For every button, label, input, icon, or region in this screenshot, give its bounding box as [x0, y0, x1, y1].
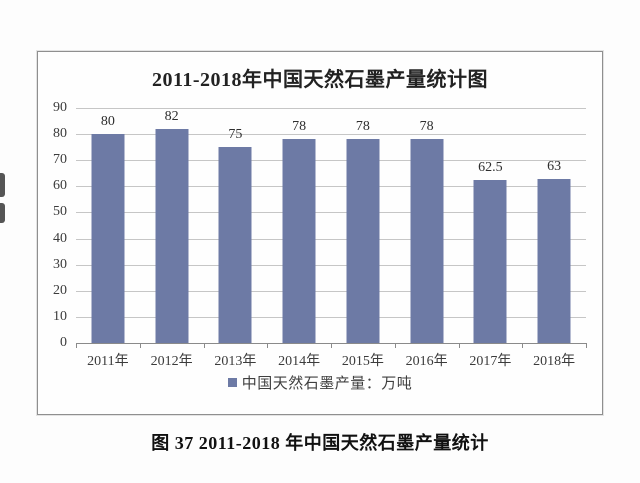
x-axis-tick	[267, 343, 269, 348]
y-axis-tick-label: 20	[53, 282, 67, 298]
bar-column-2013年: 75 2013年	[204, 108, 268, 369]
gridline-60	[76, 186, 586, 188]
bar-column-2015年: 78 2015年	[331, 108, 395, 369]
x-axis-category-label: 2014年	[278, 354, 321, 369]
x-axis-tick	[522, 343, 524, 348]
y-axis-tick-label: 10	[53, 308, 67, 324]
legend-label: 中国天然石墨产量：万吨	[241, 376, 413, 392]
x-axis-tick	[203, 343, 205, 348]
chart-legend: 中国天然石墨产量：万吨	[38, 372, 602, 393]
x-axis-tick	[139, 343, 141, 348]
y-axis-tick-label: 90	[53, 100, 67, 115]
gridline-10	[76, 316, 586, 318]
gridline-50	[76, 212, 586, 214]
gridline-90	[76, 108, 586, 109]
bar-column-2011年: 80 2011年	[76, 108, 140, 369]
x-axis-category-label: 2018年	[533, 354, 576, 369]
y-axis-tick-label: 50	[53, 204, 67, 220]
x-axis-tick	[331, 343, 332, 348]
x-axis-category-label: 2015年	[341, 354, 384, 369]
bar-column-2018年: 63 2018年	[522, 108, 586, 370]
y-axis-tick-label: 80	[53, 126, 67, 142]
bar-2018年	[537, 178, 571, 343]
bar-value-label: 78	[419, 119, 434, 135]
bar-2013年	[218, 147, 252, 343]
x-axis-tick	[586, 343, 587, 348]
bar-2011年	[91, 134, 125, 343]
bar-value-label: 80	[100, 114, 115, 130]
gridline-80	[76, 134, 586, 136]
chart-frame: 2011-2018年中国天然石墨产量统计图 0 10 20 30 40 50 60 70 80 9…	[37, 51, 603, 415]
screen-edge-artifact	[0, 173, 5, 197]
gridline-20	[76, 290, 586, 292]
x-axis-category-label: 2013年	[214, 354, 257, 369]
bar-column-2017年: 62.5 2017年	[459, 108, 523, 369]
y-axis-tick-label: 30	[53, 256, 67, 272]
gridline-30	[76, 264, 586, 266]
bar-value-label: 63	[547, 158, 562, 174]
bar-value-label: 62.5	[478, 159, 503, 175]
y-axis-tick-label: 60	[53, 178, 67, 194]
y-axis-tick-label: 70	[53, 152, 67, 168]
bar-2017年	[473, 179, 507, 343]
bar-value-label: 78	[355, 119, 370, 135]
y-axis-tick-label: 40	[53, 230, 67, 246]
chart-title: 2011-2018年中国天然石墨产量统计图	[151, 69, 489, 91]
x-axis-category-label: 2017年	[469, 354, 512, 369]
bar-2016年	[410, 139, 444, 343]
bar-column-2014年: 78 2014年	[267, 108, 331, 369]
gridline-40	[76, 238, 586, 240]
bar-column-2012年: 82 2012年	[140, 108, 204, 369]
legend-square-icon	[227, 378, 237, 387]
x-axis-category-label: 2012年	[150, 354, 193, 369]
bar-value-label: 82	[164, 108, 179, 124]
x-axis-category-label: 2016年	[405, 354, 448, 369]
plot-area: 0 10 20 30 40 50 60 70 80 90 80 2011年 82 2012年 75 2013年…	[53, 100, 587, 370]
x-axis-tick	[458, 343, 460, 348]
bar-2014年	[282, 139, 316, 343]
x-axis-tick	[394, 343, 396, 348]
bar-2015年	[346, 139, 380, 343]
x-axis-tick	[76, 343, 77, 348]
screen-edge-artifact	[0, 203, 5, 223]
y-axis-tick-label: 0	[60, 335, 67, 350]
bar-value-label: 78	[292, 119, 307, 135]
figure-caption: 图 37 2011-2018 年中国天然石墨产量统计	[151, 433, 489, 453]
bar-value-label: 75	[228, 127, 243, 143]
bar-column-2016年: 78 2016年	[395, 108, 459, 369]
bar-2012年	[155, 128, 189, 343]
gridline-70	[76, 160, 586, 162]
x-axis-category-label: 2011年	[87, 354, 129, 369]
